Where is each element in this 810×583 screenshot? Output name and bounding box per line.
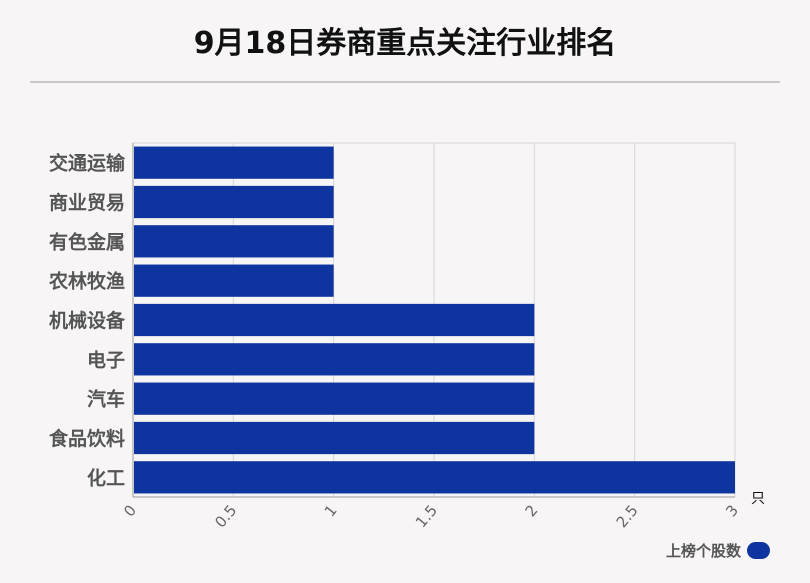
legend-label: 上榜个股数 [665,542,741,560]
x-tick-label: 2.5 [613,501,642,531]
category-label: 化工 [87,466,125,489]
x-tick-label: 1 [321,501,341,520]
category-label: 商业贸易 [49,191,125,214]
category-label: 交通运输 [49,152,126,175]
title-divider [30,81,780,83]
category-label: 汽车 [87,388,125,411]
category-label: 机械设备 [49,309,126,332]
bar[interactable] [134,225,334,258]
bar[interactable] [134,146,334,179]
category-label: 食品饮料 [49,427,125,450]
x-tick-label: 0 [120,501,140,520]
x-tick-label: 1.5 [412,501,441,531]
bar[interactable] [134,421,535,455]
bar[interactable] [134,461,735,494]
bar-series [134,146,735,494]
bar[interactable] [134,185,334,219]
x-tick-label: 3 [722,501,742,520]
x-tick-label: 2 [521,501,541,520]
bar[interactable] [134,382,535,415]
category-label: 电子 [87,348,125,371]
x-tick-labels: 0 0.5 1 1.5 2 2.5 3 [120,501,742,531]
x-tick-label: 0.5 [211,501,240,531]
category-label: 农林牧渔 [48,270,125,293]
legend[interactable]: 上榜个股数 [666,540,770,561]
legend-swatch [747,542,770,559]
category-label: 有色金属 [49,230,125,253]
chart-title: 9月18日券商重点关注行业排名 [193,26,617,61]
bar[interactable] [134,303,535,337]
bar[interactable] [134,264,334,297]
bar[interactable] [134,343,535,376]
x-unit-label: 只 [751,491,765,507]
